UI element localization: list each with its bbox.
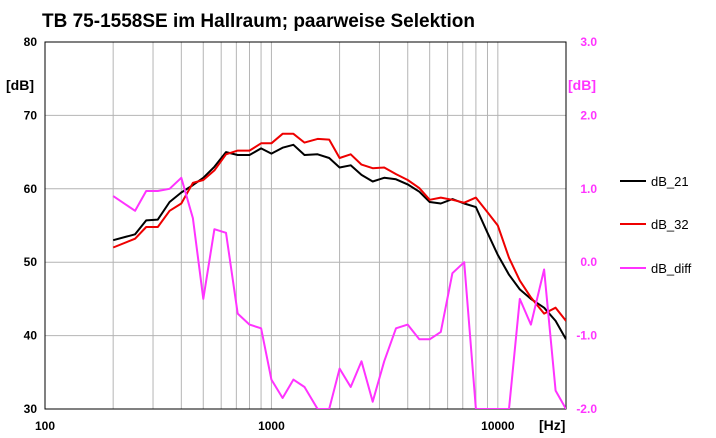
x-tick-label: 10000: [481, 419, 515, 433]
plot-grid: [44, 41, 567, 410]
y-tick-label: 80: [24, 35, 38, 49]
legend-label-db-diff: dB_diff: [651, 261, 692, 276]
y2-tick-label: 0.0: [580, 255, 597, 269]
x-tick-label: 100: [35, 419, 55, 433]
legend-label-db-32: dB_32: [651, 217, 689, 232]
y-tick-label: 30: [24, 402, 38, 416]
series-line-db-32: [112, 132, 566, 322]
y-axis-left: 80 70 60 50 40 30: [24, 35, 38, 416]
y-axis-unit-right: [dB]: [568, 77, 596, 93]
y-tick-label: 60: [24, 182, 38, 196]
y2-tick-label: -2.0: [576, 402, 597, 416]
series-lines: [112, 132, 566, 409]
legend-label-db-21: dB_21: [651, 174, 689, 189]
y2-tick-label: 1.0: [580, 182, 597, 196]
y-axis-right: 3.0 2.0 1.0 0.0 -1.0 -2.0: [576, 35, 597, 416]
chart-title: TB 75-1558SE im Hallraum; paarweise Sele…: [42, 11, 475, 32]
legend: dB_21 dB_32 dB_diff: [620, 174, 692, 276]
series-line-db-diff: [112, 176, 566, 409]
x-axis: 100 1000 10000: [35, 419, 515, 433]
x-tick-label: 1000: [258, 419, 285, 433]
x-axis-unit: [Hz]: [539, 417, 565, 433]
y-tick-label: 70: [24, 108, 38, 122]
y-tick-label: 50: [24, 255, 38, 269]
y2-tick-label: 2.0: [580, 108, 597, 122]
y2-tick-label: 3.0: [580, 35, 597, 49]
y-tick-label: 40: [24, 329, 38, 343]
y-axis-unit-left: [dB]: [6, 77, 34, 93]
y2-tick-label: -1.0: [576, 329, 597, 343]
plot-frame: [44, 41, 567, 410]
